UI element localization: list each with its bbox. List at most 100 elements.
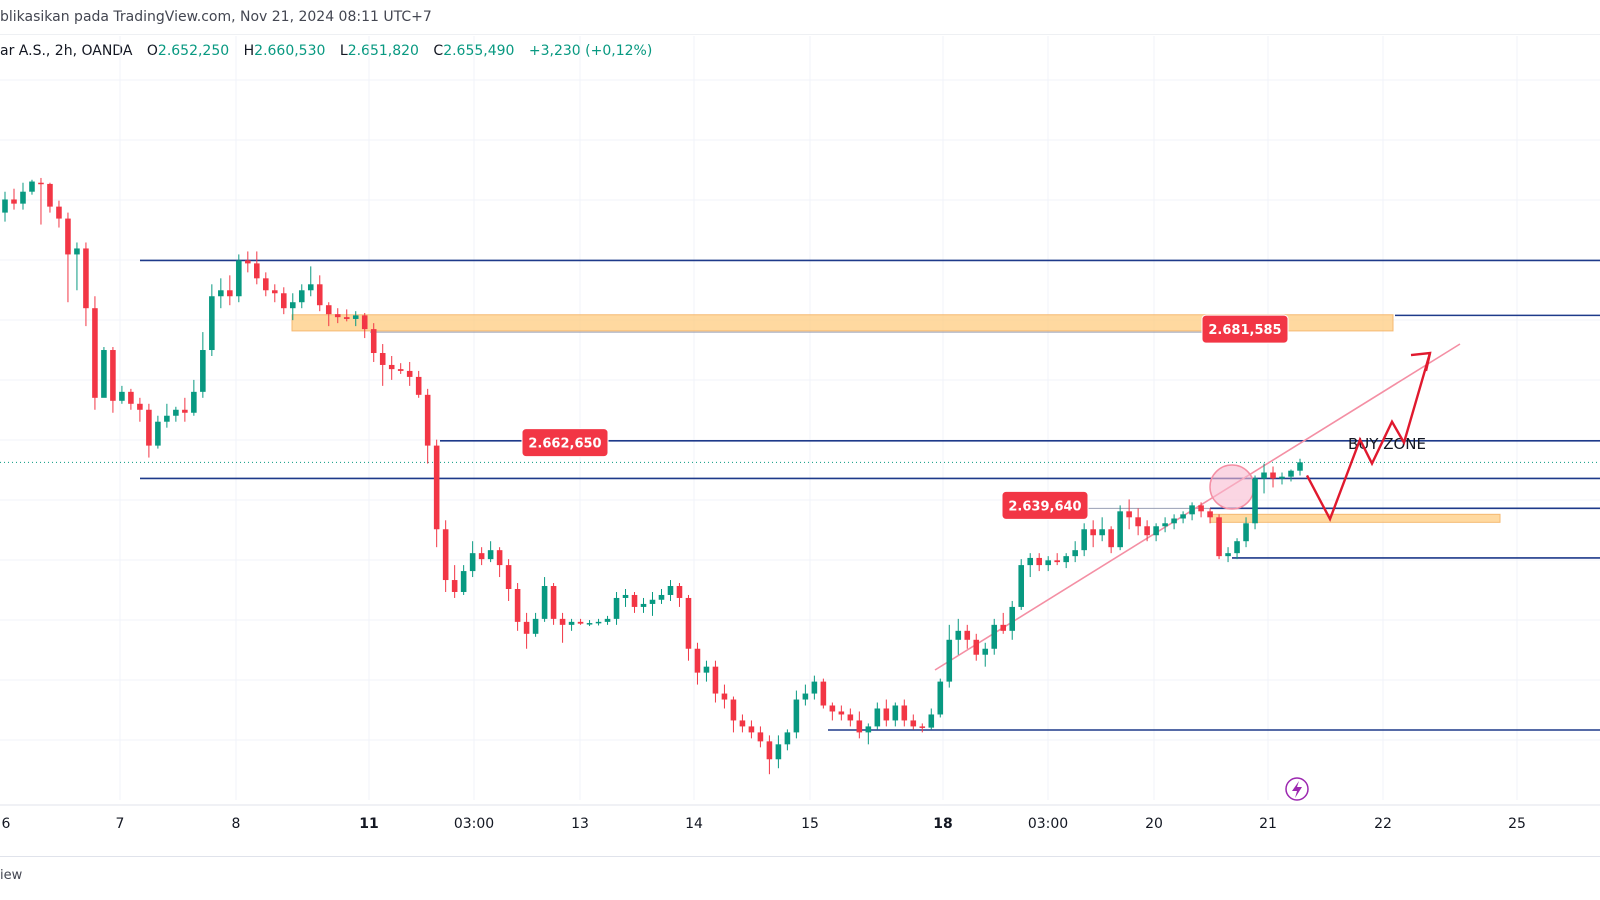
candle-body	[1063, 556, 1069, 563]
candle-body	[110, 350, 116, 401]
candle-body	[191, 391, 197, 413]
x-tick-label: 20	[1145, 816, 1163, 832]
candle-body	[370, 329, 377, 354]
candle-body	[11, 199, 17, 204]
candle-body	[1216, 517, 1222, 557]
candle-body	[460, 571, 467, 592]
candle-body	[541, 586, 548, 619]
candle-body	[469, 553, 476, 572]
candle-body	[532, 618, 539, 634]
candle-body	[433, 445, 440, 530]
candle-body	[955, 630, 962, 640]
candle-body	[964, 630, 971, 640]
candle-body	[550, 586, 557, 619]
candle-body	[820, 681, 827, 706]
price-chart[interactable]: 2.681,585 2.662,650 2.639,640 BUY ZONE 6 7 8 11…	[0, 0, 1600, 860]
candle-body	[1288, 470, 1294, 477]
candle-body	[83, 248, 89, 309]
candle-body	[325, 305, 332, 315]
candle-body	[568, 621, 575, 625]
candle-body	[65, 218, 71, 255]
candle-body	[604, 618, 611, 622]
price-badge-box	[1001, 490, 1089, 520]
candle-body	[1108, 529, 1114, 548]
candle-body	[631, 594, 638, 607]
x-tick-label: 14	[685, 816, 703, 832]
candle-body	[1036, 557, 1042, 566]
candle-body	[694, 648, 701, 673]
header-divider	[0, 34, 1600, 35]
flash-icon-bolt	[1292, 781, 1302, 798]
price-badge-label: 2.639,640	[1008, 499, 1081, 514]
candle-body	[1117, 511, 1123, 548]
candle-body	[1207, 511, 1213, 518]
candle-body	[1234, 541, 1240, 554]
candle-body	[56, 206, 62, 219]
candle-body	[757, 732, 764, 742]
candle-body	[640, 603, 647, 607]
candle-body	[622, 594, 629, 598]
candle-body	[74, 248, 80, 255]
candle-body	[1027, 557, 1033, 566]
candle-body	[847, 714, 854, 721]
candle-body	[1243, 523, 1249, 542]
ohlc-legend: ar A.S., 2h, OANDA O2.652,250 H2.660,530…	[0, 43, 662, 59]
x-tick-label: 6	[2, 816, 11, 832]
candle-body	[1180, 514, 1186, 519]
published-note: blikasikan pada TradingView.com, Nov 21,…	[0, 9, 432, 25]
candle-body	[586, 623, 593, 625]
candle-body	[20, 191, 26, 204]
candle-body	[766, 741, 773, 760]
candle-body	[748, 726, 755, 733]
candle-body	[1297, 462, 1303, 471]
price-badge-label: 2.681,585	[1208, 323, 1281, 338]
candle-body	[937, 681, 944, 715]
reversal-highlight	[1209, 464, 1255, 510]
x-tick-label: 11	[359, 816, 378, 832]
low-value: L2.651,820	[339, 43, 419, 59]
candle-body	[793, 699, 800, 733]
candle-body	[1135, 517, 1141, 527]
candle-body	[451, 580, 458, 592]
trend-line	[934, 343, 1461, 671]
candle-body	[676, 586, 683, 598]
candle-body	[164, 415, 170, 422]
candle-body	[1162, 523, 1168, 527]
candle-body	[811, 681, 818, 694]
candle-body	[1009, 606, 1016, 631]
candle-body	[1153, 526, 1159, 536]
candle-body	[1261, 472, 1267, 479]
x-tick-label: 8	[232, 816, 241, 832]
candle-body	[883, 708, 890, 721]
candle-body	[973, 639, 980, 655]
candle-body	[119, 391, 125, 401]
candle-body	[919, 726, 926, 728]
candle-body	[1126, 511, 1132, 518]
candle-body	[613, 597, 620, 619]
x-tick-label: 15	[801, 816, 819, 832]
candle-body	[1072, 550, 1078, 557]
candle-body	[874, 708, 881, 727]
x-tick-label: 21	[1259, 816, 1277, 832]
candle-body	[307, 284, 314, 291]
candle-body	[200, 350, 206, 392]
candle-body	[280, 293, 287, 309]
candle-body	[1270, 472, 1276, 479]
candle-body	[316, 284, 323, 306]
candle-body	[442, 529, 449, 581]
candle-body	[946, 639, 953, 682]
x-tick-label: 18	[933, 816, 952, 832]
candle-body	[514, 589, 521, 622]
candle-body	[92, 308, 98, 398]
candle-body	[182, 409, 188, 413]
x-tick-label: 03:00	[1028, 816, 1068, 832]
candle-body	[227, 290, 233, 297]
candle-body	[928, 714, 935, 728]
x-tick-label: 25	[1508, 816, 1526, 832]
candle-body	[496, 550, 503, 566]
tradingview-brand: iew	[0, 868, 23, 883]
projection-arrow	[1305, 352, 1432, 523]
candle-body	[424, 394, 431, 446]
open-value: O2.652,250	[146, 43, 230, 59]
candle-body	[1189, 505, 1195, 515]
